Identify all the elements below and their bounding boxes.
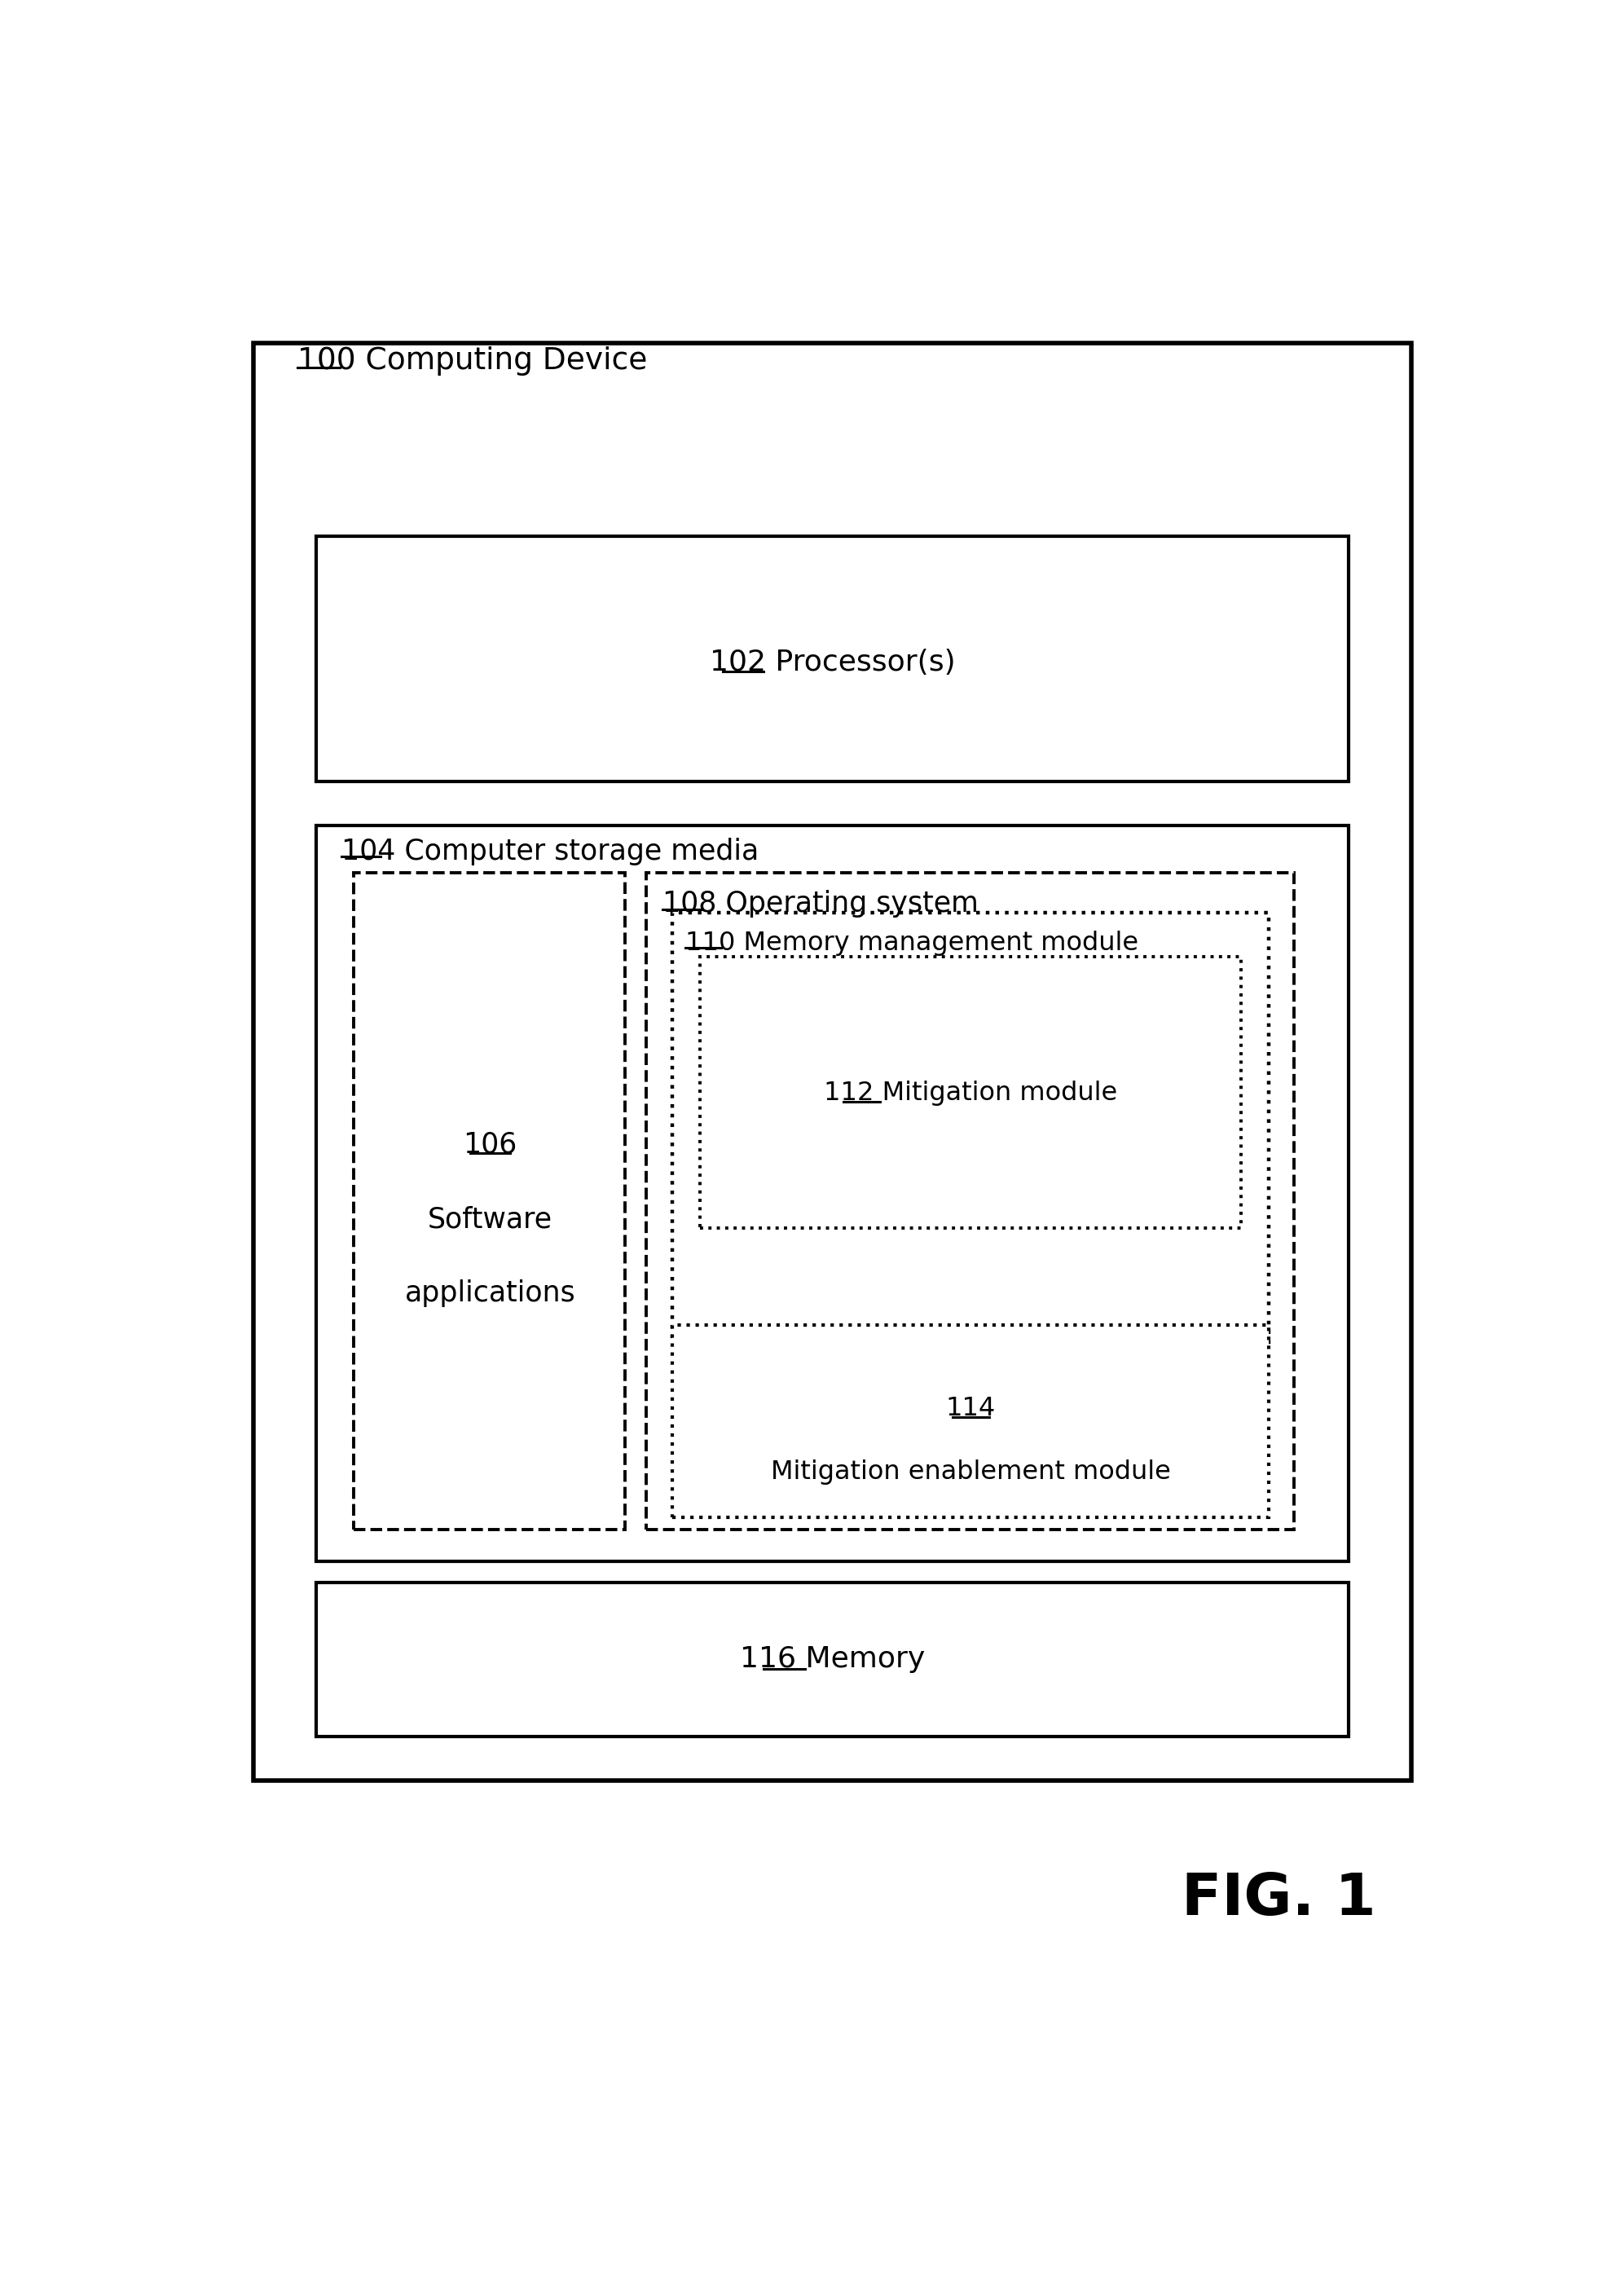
Text: 108 Operating system: 108 Operating system [663,890,978,917]
Text: Mitigation enablement module: Mitigation enablement module [771,1459,1171,1484]
Text: 112 Mitigation module: 112 Mitigation module [823,1081,1117,1106]
Bar [672,913,1268,1343]
Text: 100 Computing Device: 100 Computing Device [297,346,648,376]
Text: 116 Memory: 116 Memory [739,1646,926,1673]
Text: 104 Computer storage media: 104 Computer storage media [341,838,758,865]
Text: 110 Memory management module: 110 Memory management module [685,931,1138,956]
Text: 114: 114 [945,1395,996,1422]
Bar [354,872,625,1529]
Bar [646,872,1294,1529]
Bar [253,344,1411,1780]
Bar [317,1582,1348,1737]
Text: FIG. 1: FIG. 1 [1182,1871,1376,1928]
Text: applications: applications [404,1279,575,1306]
Text: 102 Processor(s): 102 Processor(s) [710,649,955,676]
Bar [672,1325,1268,1518]
Bar [317,826,1348,1561]
Bar [700,956,1241,1229]
Bar [317,535,1348,781]
Text: Software: Software [427,1206,552,1234]
Text: 106: 106 [463,1131,516,1158]
